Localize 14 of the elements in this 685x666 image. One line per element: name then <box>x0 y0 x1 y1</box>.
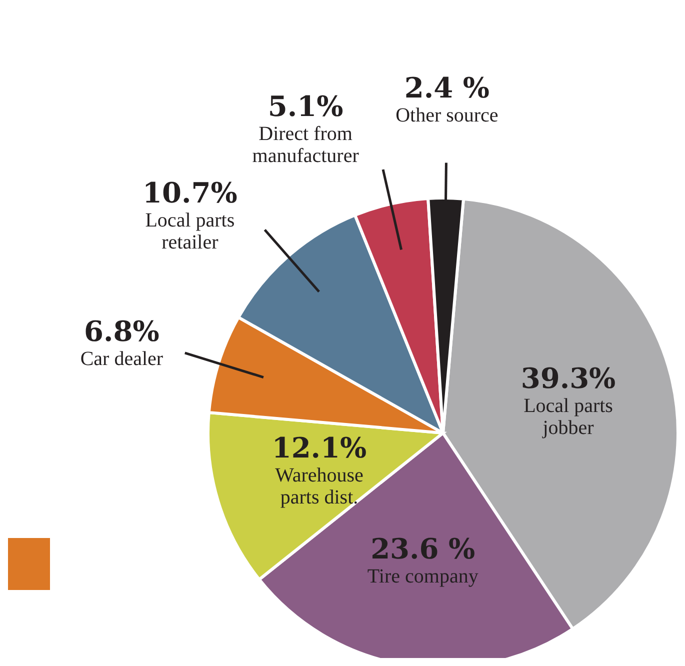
slice-label: Local parts jobber <box>524 395 614 440</box>
slice-label: Direct from manufacturer <box>252 122 360 167</box>
slice-label: Car dealer <box>80 348 164 370</box>
slice-label: Warehouse parts dist. <box>275 464 364 508</box>
data-label: 6.8% <box>84 314 160 348</box>
data-label: 10.7% <box>142 176 238 210</box>
data-label: 39.3% <box>520 362 616 396</box>
slice-label: Local parts retailer <box>145 209 235 254</box>
slice-label: Other source <box>396 104 498 126</box>
data-label: 2.4 % <box>404 71 490 104</box>
data-label: 12.1% <box>272 431 367 464</box>
data-label: 5.1% <box>268 90 344 123</box>
slice-label: Tire company <box>367 566 478 588</box>
data-label: 23.6 % <box>370 532 476 566</box>
